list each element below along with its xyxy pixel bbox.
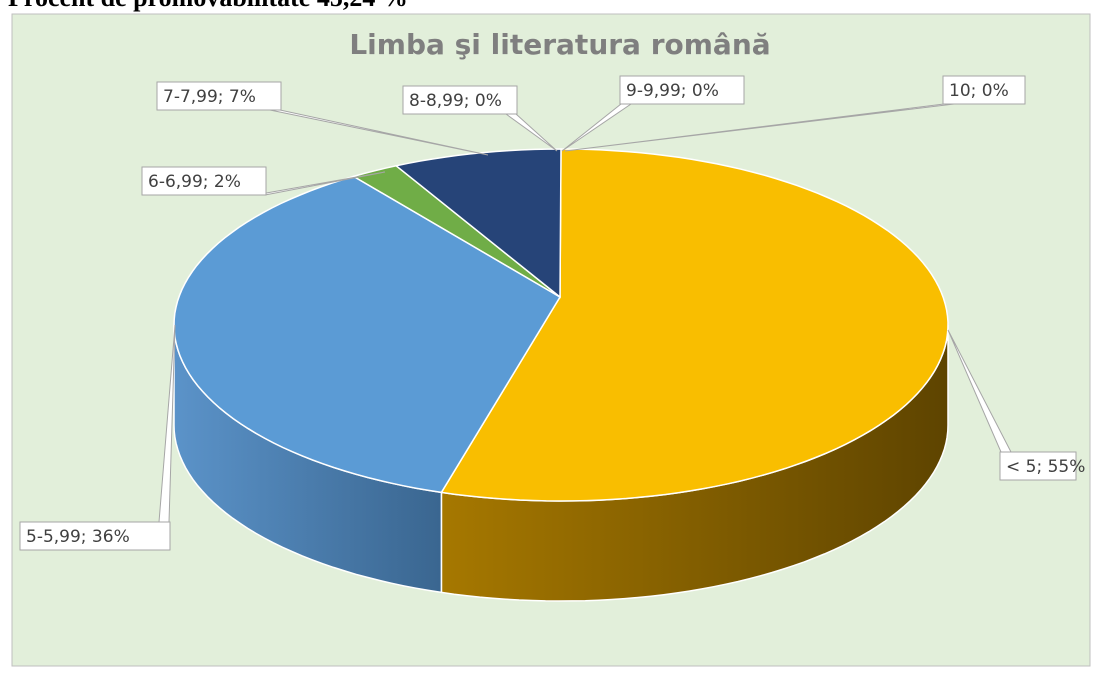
- slice: [394, 148, 562, 299]
- data-label: 7-7,99; 7%: [163, 87, 256, 107]
- label-box: [942, 75, 1026, 105]
- label-box: [19, 521, 171, 551]
- data-label: 6-6,99; 2%: [148, 172, 241, 192]
- heading: Procent de promovabilitate 45,24 %: [8, 0, 408, 12]
- data-label: 8-8,99; 0%: [409, 91, 502, 111]
- label-box: [402, 85, 518, 115]
- data-label: < 5; 55%: [1006, 457, 1085, 477]
- slice: [173, 175, 562, 494]
- chart-title: Limba şi literatura română: [349, 28, 770, 61]
- data-label: 10; 0%: [949, 81, 1009, 101]
- label-box: [999, 451, 1077, 481]
- label-box: [619, 75, 745, 105]
- data-label: 5-5,99; 36%: [26, 527, 130, 547]
- label-box: [141, 166, 267, 196]
- data-label: 9-9,99; 0%: [626, 81, 719, 101]
- slice: [440, 148, 949, 502]
- label-box: [156, 81, 282, 111]
